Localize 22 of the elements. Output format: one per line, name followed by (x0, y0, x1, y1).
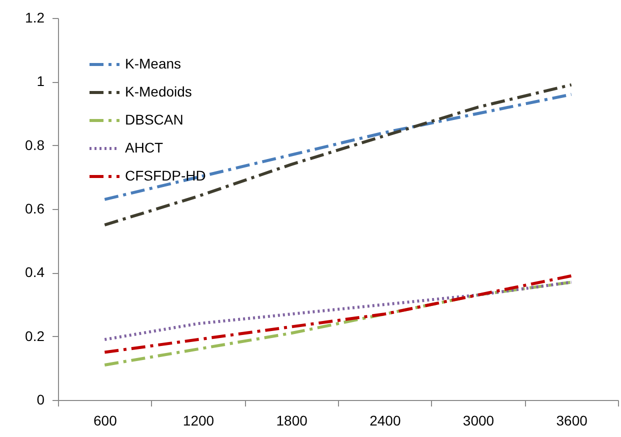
y-tick-label: 1.2 (25, 10, 45, 26)
line-series (103, 274, 573, 354)
y-tick-label: 0.8 (25, 136, 45, 153)
x-tick-label: 3000 (462, 412, 494, 428)
y-tick-label: 1 (36, 73, 45, 90)
y-tick-label: 0.2 (25, 328, 45, 344)
legend-label: DBSCAN (125, 112, 184, 128)
x-tick-label: 1800 (276, 412, 308, 428)
x-tick-label: 3600 (556, 412, 588, 428)
line-series (103, 280, 573, 342)
line-series (103, 83, 573, 226)
legend-label: K-Means (125, 56, 182, 72)
x-tick-label: 2400 (370, 412, 401, 428)
y-tick-label: 0.6 (25, 200, 45, 216)
line-series (103, 280, 573, 366)
legend-label: K-Medoids (125, 84, 192, 100)
y-tick-label: 0.4 (25, 264, 45, 280)
y-tick-label: 0 (36, 392, 45, 408)
legend-label: AHCT (125, 140, 164, 156)
legend-label: CFSFDP-HD (125, 168, 206, 184)
x-tick-label: 600 (93, 412, 118, 428)
x-tick-label: 1200 (182, 412, 214, 428)
